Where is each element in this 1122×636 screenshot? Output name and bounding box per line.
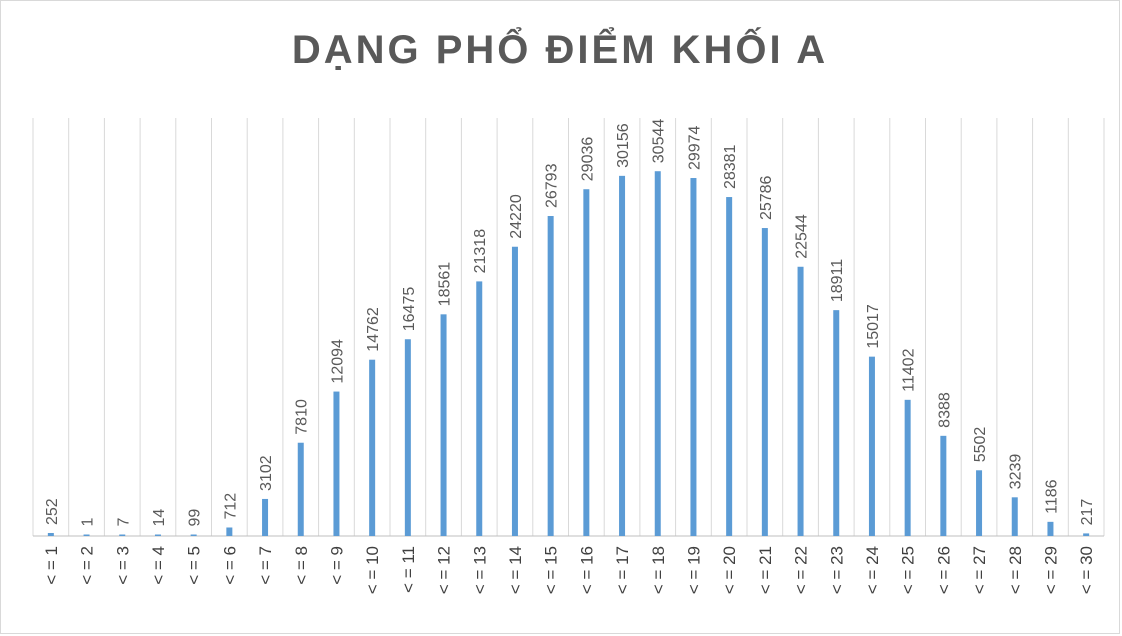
data-label: 5502 (972, 427, 989, 463)
x-tick-label: < = 24 (863, 546, 882, 594)
x-tick-label: < = 7 (256, 546, 275, 585)
data-label: 7810 (294, 399, 311, 435)
bar (654, 171, 661, 536)
bar (797, 266, 804, 536)
bar (619, 175, 626, 536)
data-label: 16475 (401, 287, 418, 332)
data-label: 217 (1079, 499, 1096, 526)
chart-title: DẠNG PHỔ ĐIỂM KHỐI A (291, 28, 829, 72)
bar (297, 442, 304, 536)
bar (404, 339, 411, 536)
x-tick-label: < = 27 (970, 546, 989, 594)
data-label: 8388 (936, 392, 953, 428)
data-label: 30156 (615, 123, 632, 168)
data-label: 29974 (686, 125, 703, 170)
data-label: 28381 (722, 144, 739, 189)
x-tick-label: < = 1 (42, 546, 61, 585)
data-label: 12094 (329, 339, 346, 384)
bar (940, 435, 947, 536)
bar (190, 534, 197, 536)
x-tick-label: < = 4 (149, 546, 168, 585)
bar (476, 281, 483, 536)
x-tick-label: < = 30 (1077, 546, 1096, 594)
bar (583, 189, 590, 536)
bar (726, 197, 733, 536)
data-label: 14762 (365, 307, 382, 352)
x-tick-label: < = 2 (78, 546, 97, 585)
data-label: 26793 (544, 163, 561, 208)
x-tick-label: < = 26 (934, 546, 953, 594)
x-tick-label: < = 8 (292, 546, 311, 585)
bar (868, 356, 875, 536)
data-label: 18911 (829, 259, 846, 302)
data-label: 15017 (865, 304, 882, 349)
data-label: 11402 (901, 348, 918, 391)
bar (154, 534, 161, 536)
x-tick-label: < = 16 (577, 546, 596, 594)
data-label: 3239 (1008, 454, 1025, 490)
data-label: 14 (151, 509, 168, 527)
x-tick-label: < = 23 (827, 546, 846, 594)
data-label: 1 (80, 518, 97, 527)
bar (83, 534, 90, 536)
x-tick-label: < = 17 (613, 546, 632, 594)
bar (262, 498, 269, 536)
bar (761, 228, 768, 536)
x-tick-label: < = 12 (435, 546, 454, 594)
bar (119, 534, 126, 536)
x-tick-label: < = 10 (363, 546, 382, 594)
x-tick-label: < = 29 (1041, 546, 1060, 594)
x-tick-label: < = 6 (220, 546, 239, 585)
x-tick-label: < = 15 (542, 546, 561, 594)
x-tick-label: < = 13 (470, 546, 489, 594)
x-tick-label: < = 9 (327, 546, 346, 585)
bar (511, 246, 518, 536)
bar (690, 178, 697, 537)
data-label: 7 (115, 518, 132, 527)
data-label: 252 (44, 498, 61, 525)
data-label: 1186 (1043, 479, 1060, 514)
bar (833, 310, 840, 536)
bar (1011, 497, 1018, 536)
data-label: 30544 (651, 119, 668, 164)
bar (369, 359, 376, 536)
x-tick-label: < = 3 (113, 546, 132, 585)
data-label: 21318 (472, 229, 489, 274)
bar (1047, 521, 1054, 536)
data-label: 29036 (579, 137, 596, 182)
bar (440, 314, 447, 536)
bar (47, 532, 54, 536)
x-tick-label: < = 28 (1006, 546, 1025, 594)
x-tick-label: < = 20 (720, 546, 739, 594)
x-tick-label: < = 19 (684, 546, 703, 594)
bar (1083, 533, 1090, 536)
data-label: 18561 (437, 262, 454, 307)
x-tick-label: < = 21 (756, 546, 775, 594)
x-tick-label: < = 14 (506, 546, 525, 594)
bar (226, 527, 233, 536)
x-tick-label: < = 22 (792, 546, 811, 594)
x-tick-label: < = 18 (649, 546, 668, 594)
x-tick-label: < = 5 (185, 546, 204, 585)
bar (976, 470, 983, 536)
bar (333, 391, 340, 536)
data-label: 25786 (758, 175, 775, 220)
x-tick-label: < = 25 (899, 546, 918, 594)
data-label: 99 (187, 509, 204, 527)
bar (547, 216, 554, 537)
x-tick-label: < = 11 (399, 546, 418, 593)
data-label: 22544 (794, 214, 811, 259)
bar (904, 399, 911, 536)
data-label: 712 (222, 493, 239, 520)
data-label: 3102 (258, 455, 275, 491)
data-label: 24220 (508, 194, 525, 239)
